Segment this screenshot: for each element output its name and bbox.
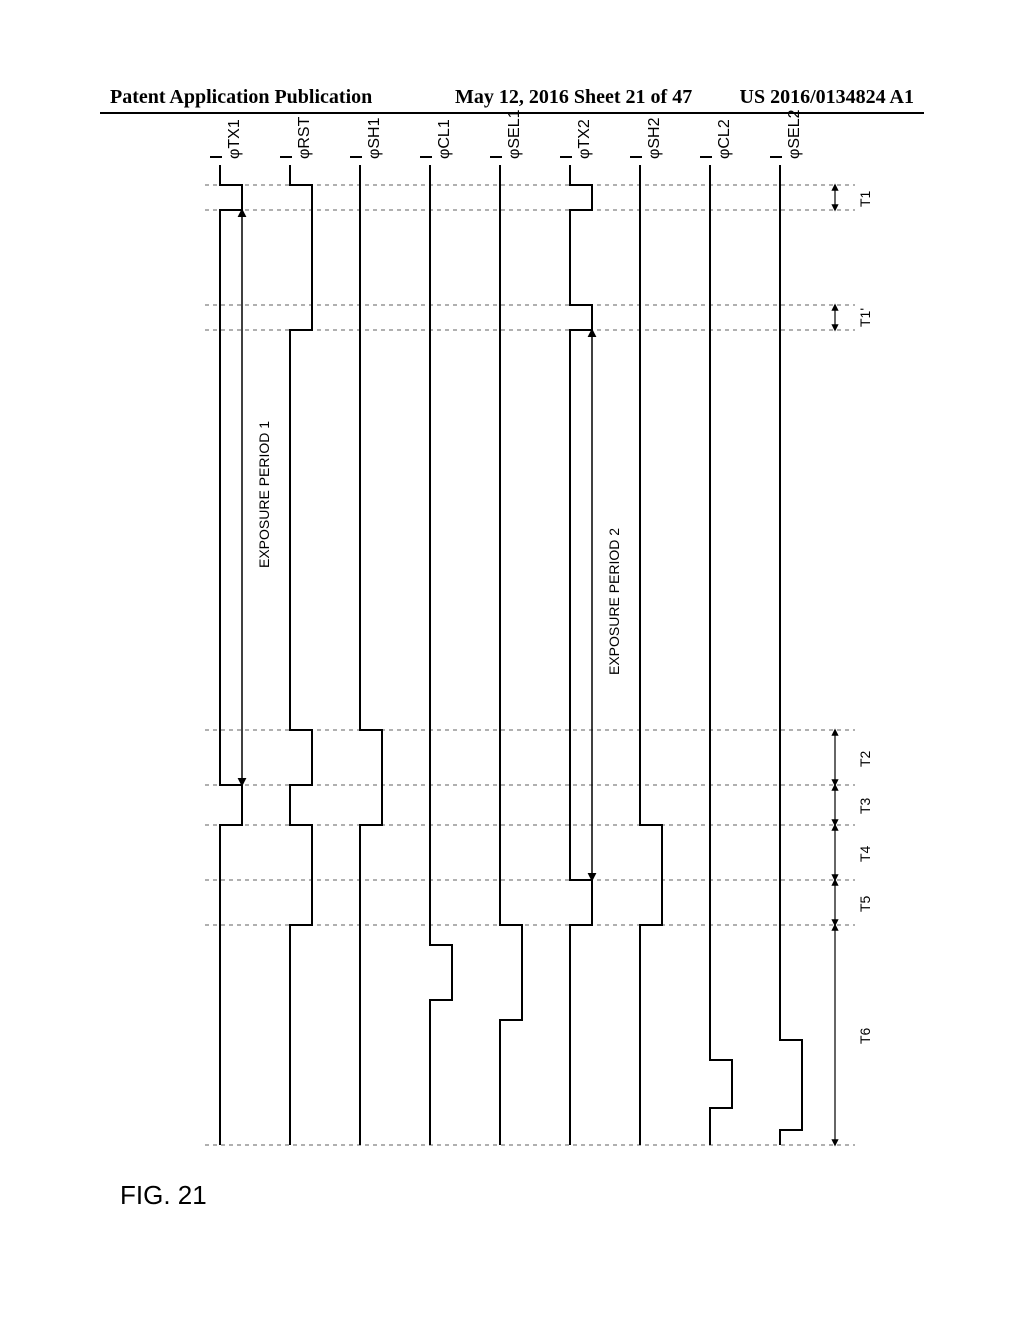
interval-label-T1: T1	[857, 190, 873, 206]
timing-svg	[195, 145, 875, 1205]
signal-label-phi_RST: φRST	[296, 117, 314, 159]
signal-label-phi_TX1: φTX1	[226, 119, 244, 159]
period-label-exposure_2: EXPOSURE PERIOD 2	[606, 528, 622, 675]
period-label-exposure_1: EXPOSURE PERIOD 1	[256, 420, 272, 567]
timing-diagram: φTX1φRSTφSH1φCL1φSEL1φTX2φSH2φCL2φSEL2EX…	[195, 145, 875, 1205]
figure-label: FIG. 21	[120, 1180, 207, 1211]
interval-label-T4: T4	[857, 845, 873, 861]
header-left: Patent Application Publication	[110, 86, 372, 109]
signal-label-phi_CL1: φCL1	[436, 119, 454, 159]
signal-label-phi_SH2: φSH2	[646, 118, 664, 160]
interval-label-T5: T5	[857, 895, 873, 911]
signal-label-phi_SEL1: φSEL1	[506, 109, 524, 159]
interval-label-T3: T3	[857, 798, 873, 814]
signal-label-phi_TX2: φTX2	[576, 119, 594, 159]
page: Patent Application Publication May 12, 2…	[0, 0, 1024, 1320]
interval-label-T6: T6	[857, 1028, 873, 1044]
header-right: US 2016/0134824 A1	[740, 86, 914, 109]
signal-label-phi_SEL2: φSEL2	[786, 109, 804, 159]
interval-label-T1prime: T1'	[857, 307, 873, 326]
signal-label-phi_CL2: φCL2	[716, 119, 734, 159]
header-mid: May 12, 2016 Sheet 21 of 47	[455, 86, 692, 109]
signal-label-phi_SH1: φSH1	[366, 118, 384, 160]
interval-label-T2: T2	[857, 750, 873, 766]
